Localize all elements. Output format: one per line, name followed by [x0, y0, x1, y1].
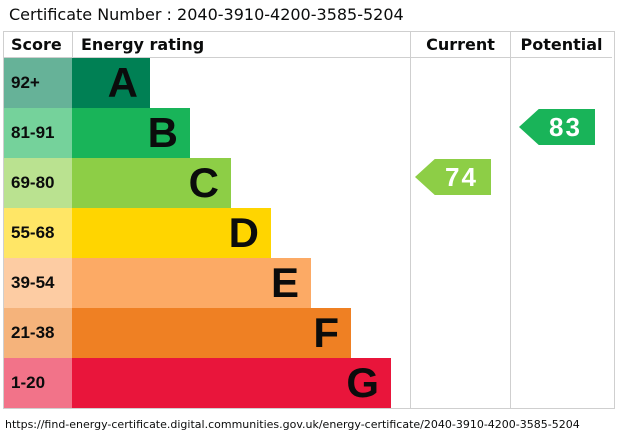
score-band-label: 1-20: [11, 373, 46, 392]
score-cell: 39-54: [4, 258, 72, 308]
score-band-label: 69-80: [11, 173, 55, 192]
rating-bar: D: [72, 208, 271, 258]
potential-column: Potential 83: [510, 32, 612, 408]
score-column: Score 92+ 81-91 69-80 55-68 39-54 21-38 …: [4, 32, 72, 408]
rating-letter: F: [313, 309, 339, 356]
current-column-body: 74: [411, 58, 510, 408]
potential-column-body: 83: [511, 58, 612, 408]
rating-bar: G: [72, 358, 391, 408]
column-header-energy-rating: Energy rating: [72, 32, 410, 58]
rating-bar: F: [72, 308, 351, 358]
rating-letter: G: [346, 359, 379, 406]
rating-letter: D: [228, 209, 259, 256]
score-band-label: 92+: [11, 73, 40, 92]
rating-bar-row: D: [72, 208, 410, 258]
rating-bar-row: E: [72, 258, 410, 308]
rating-letter: B: [147, 109, 178, 156]
score-cell: 92+: [4, 58, 72, 108]
current-rating-value: 74: [445, 161, 478, 192]
rating-bar-row: F: [72, 308, 410, 358]
rating-bar: A: [72, 58, 150, 108]
rating-bar-row: C: [72, 158, 410, 208]
score-band-label: 55-68: [11, 223, 55, 242]
rating-bar-row: A: [72, 58, 410, 108]
potential-rating-arrow: 83: [519, 109, 595, 145]
rating-bar-row: B: [72, 108, 410, 158]
column-header-current: Current: [411, 32, 510, 58]
score-cell: 21-38: [4, 308, 72, 358]
rating-letter: C: [188, 159, 219, 206]
potential-rating-value: 83: [549, 111, 582, 142]
rating-letter: A: [107, 59, 138, 106]
score-cell: 55-68: [4, 208, 72, 258]
rating-bar-row: G: [72, 358, 410, 408]
score-cell: 1-20: [4, 358, 72, 408]
epc-rating-table: Score 92+ 81-91 69-80 55-68 39-54 21-38 …: [3, 31, 615, 409]
score-band-label: 39-54: [11, 273, 55, 292]
score-cell: 81-91: [4, 108, 72, 158]
score-band-label: 81-91: [11, 123, 55, 142]
footer-url: https://find-energy-certificate.digital.…: [5, 418, 580, 431]
certificate-number: Certificate Number : 2040-3910-4200-3585…: [9, 5, 404, 24]
column-header-score: Score: [4, 32, 72, 58]
current-column: Current 74: [410, 32, 510, 408]
rating-bar: C: [72, 158, 231, 208]
score-band-label: 21-38: [11, 323, 55, 342]
rating-bar: B: [72, 108, 190, 158]
score-cell: 69-80: [4, 158, 72, 208]
current-rating-arrow: 74: [415, 159, 491, 195]
rating-bar: E: [72, 258, 311, 308]
column-header-potential: Potential: [511, 32, 612, 58]
energy-rating-column: Energy rating A B C D E F G: [72, 32, 410, 408]
rating-letter: E: [270, 259, 299, 306]
